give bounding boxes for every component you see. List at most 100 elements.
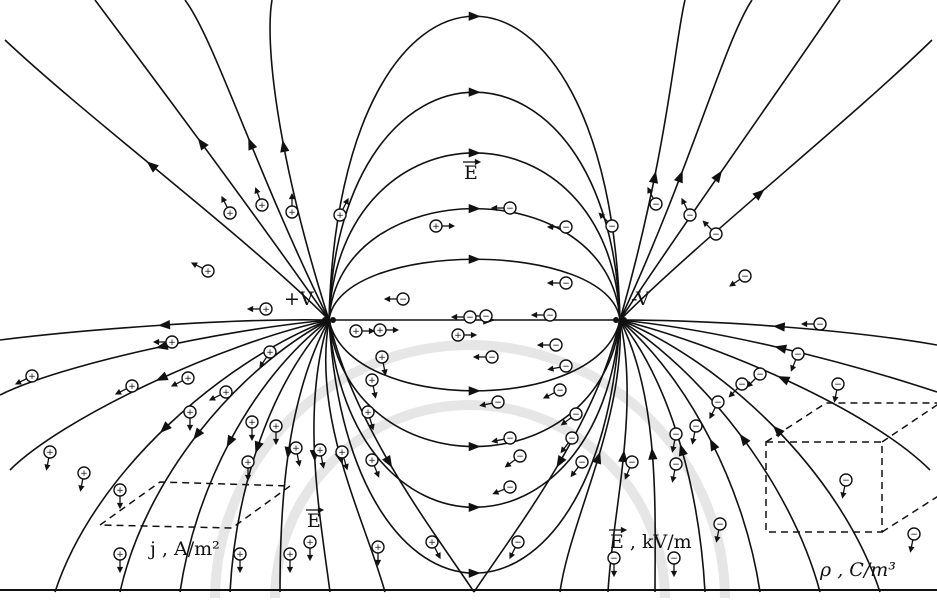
- svg-text:+: +: [454, 331, 462, 341]
- negative-ion: −: [560, 431, 579, 454]
- svg-text:+: +: [258, 201, 266, 211]
- svg-text:−: −: [672, 430, 680, 440]
- negative-ion: −: [800, 317, 827, 331]
- negative-ion: −: [746, 367, 767, 388]
- field-strength-label: E , kV/m: [609, 526, 692, 553]
- field-line-arc-upper: [328, 207, 621, 321]
- svg-text:+: +: [352, 327, 360, 337]
- negative-ion: −: [504, 449, 527, 468]
- negative-conductor: [613, 317, 627, 325]
- negative-ion: −: [472, 350, 499, 364]
- positive-ion: +: [365, 373, 379, 399]
- svg-text:+: +: [116, 486, 124, 496]
- svg-text:−: −: [714, 398, 722, 408]
- positive-ion: +: [208, 385, 233, 401]
- svg-text:−: −: [552, 341, 560, 351]
- svg-text:+: +: [244, 458, 252, 468]
- svg-text:+: +: [368, 456, 376, 466]
- svg-text:−: −: [516, 452, 524, 462]
- positive-ion: +: [241, 455, 255, 482]
- negative-ion: −: [669, 457, 683, 483]
- svg-text:+: +: [374, 543, 382, 553]
- positive-ion: +: [221, 195, 237, 220]
- negative-ion: −: [669, 427, 683, 453]
- field-direction-arrow: [648, 447, 658, 460]
- positive-ion: +: [313, 443, 327, 469]
- field-direction-arrow: [468, 87, 481, 97]
- svg-text:+: +: [236, 550, 244, 560]
- svg-text:−: −: [572, 410, 580, 420]
- current-density-label: j , A/m²: [148, 538, 220, 560]
- positive-ion: +: [233, 547, 247, 574]
- negative-ion: −: [790, 347, 805, 372]
- field-direction-arrow: [772, 425, 785, 438]
- svg-text:+: +: [222, 388, 230, 398]
- field-label-bottom-left: E: [306, 506, 325, 532]
- field-line-from-positive-up: [269, 0, 330, 321]
- field-line-to-negative-up-from-ground: [619, 319, 821, 593]
- svg-text:−: −: [556, 386, 564, 396]
- negative-ion: −: [667, 551, 681, 578]
- positive-ion: +: [113, 547, 127, 574]
- positive-ion: +: [113, 483, 127, 510]
- negative-ion: −: [536, 338, 563, 352]
- svg-text:−: −: [399, 295, 407, 305]
- svg-text:+: +: [368, 376, 376, 386]
- field-direction-arrow: [197, 138, 209, 151]
- negative-ion: −: [547, 359, 573, 373]
- svg-text:−: −: [910, 530, 918, 540]
- positive-ion: +: [190, 262, 215, 278]
- svg-text:−: −: [738, 380, 746, 390]
- svg-text:−: −: [756, 370, 764, 380]
- svg-text:+: +: [28, 372, 36, 382]
- field-line-to-ground: [473, 319, 621, 593]
- field-direction-arrow: [468, 203, 481, 214]
- svg-text:+: +: [306, 538, 314, 548]
- negative-ion: −: [509, 535, 525, 560]
- svg-text:+: +: [338, 448, 346, 458]
- field-direction-arrow: [739, 433, 751, 447]
- negative-ion: −: [624, 455, 639, 480]
- negative-ion: −: [492, 480, 517, 495]
- field-direction-arrow: [155, 371, 169, 381]
- svg-text:+: +: [168, 338, 176, 348]
- field-direction-arrow: [468, 254, 481, 264]
- svg-text:−: −: [741, 272, 749, 282]
- field-direction-arrow: [254, 440, 264, 454]
- positive-ion: +: [451, 328, 478, 342]
- svg-text:+: +: [204, 267, 212, 277]
- positive-conductor-label: +V: [284, 288, 314, 310]
- field-line-from-positive-down: [9, 319, 330, 471]
- svg-text:−: −: [466, 313, 474, 323]
- svg-text:+: +: [376, 326, 384, 336]
- svg-text:+: +: [316, 446, 324, 456]
- field-direction-arrow: [648, 171, 659, 184]
- charge-density-cube: [765, 402, 937, 533]
- svg-text:−: −: [514, 538, 522, 548]
- field-direction-arrow: [618, 449, 628, 463]
- field-line-to-ground: [328, 319, 475, 593]
- field-line-to-negative-up: [619, 0, 841, 321]
- negative-ion: −: [729, 269, 752, 287]
- field-direction-arrow: [468, 386, 481, 396]
- negative-ion: −: [647, 186, 663, 211]
- positive-ion: +: [285, 192, 299, 219]
- field-direction-arrow: [592, 451, 602, 465]
- svg-text:+: +: [336, 211, 344, 221]
- svg-text:+: +: [378, 353, 386, 363]
- field-direction-arrow: [709, 438, 720, 452]
- positive-ion: +: [245, 415, 259, 442]
- svg-text:+: +: [288, 208, 296, 218]
- field-direction-arrow: [772, 322, 786, 332]
- svg-text:−: −: [610, 554, 618, 564]
- negative-ion: −: [713, 517, 727, 543]
- field-direction-arrow: [711, 170, 723, 184]
- field-direction-arrow: [678, 443, 688, 457]
- negative-ion: −: [709, 395, 725, 420]
- field-line-arc-upper: [328, 91, 621, 321]
- negative-ion: −: [546, 276, 573, 290]
- negative-ion: −: [689, 419, 703, 445]
- positive-ion: +: [254, 187, 269, 212]
- field-direction-arrow: [146, 161, 159, 173]
